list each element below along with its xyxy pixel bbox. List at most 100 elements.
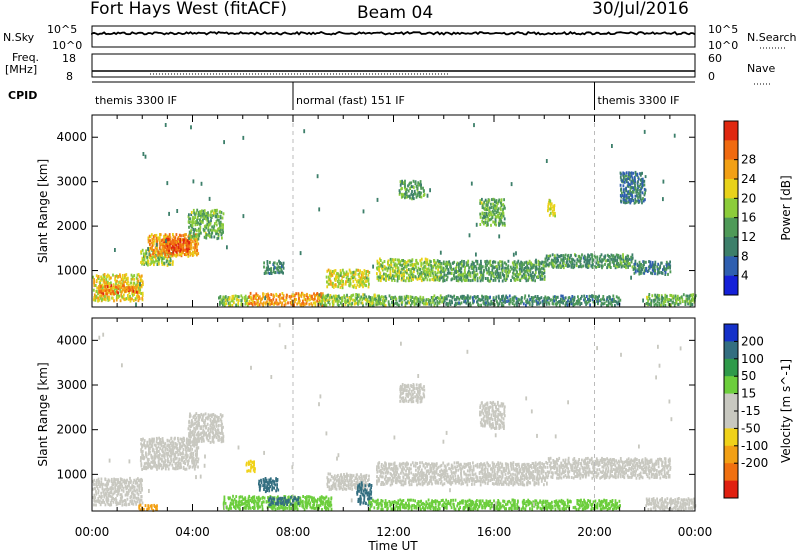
- velocity-cell: [122, 499, 125, 503]
- velocity-cell: [194, 449, 197, 453]
- power-cell: [625, 255, 627, 259]
- power-cell: [526, 298, 529, 302]
- power-cell: [439, 276, 441, 280]
- power-cell: [668, 262, 671, 266]
- velocity-cell: [164, 463, 167, 467]
- power-cell: [651, 263, 653, 267]
- velocity-cell: [187, 447, 190, 450]
- power-cell: [338, 274, 340, 278]
- velocity-cell: [164, 446, 167, 450]
- power-cell: [625, 197, 628, 201]
- power-cell: [318, 299, 321, 303]
- velocity-cell: [323, 506, 326, 510]
- power-cell: [522, 275, 525, 279]
- power-cell: [271, 300, 274, 304]
- power-cell: [169, 236, 172, 240]
- power-cell: [571, 262, 574, 265]
- power-cell: [93, 278, 95, 282]
- power-cell: [601, 297, 604, 301]
- power-cell: [382, 274, 384, 278]
- velocity-cell: [179, 437, 182, 441]
- power-cell: [514, 278, 517, 282]
- power-cell: [404, 184, 406, 188]
- velocity-cell: [268, 505, 271, 509]
- power-cell: [615, 262, 618, 266]
- y-tick-label: 4000: [56, 130, 87, 144]
- power-cell: [368, 271, 371, 274]
- power-cell: [275, 292, 278, 296]
- power-cell: [167, 262, 170, 266]
- velocity-cell: [164, 458, 167, 462]
- velocity-cell: [188, 424, 191, 428]
- velocity-cell: [208, 414, 211, 418]
- power-cell: [523, 268, 525, 272]
- velocity-cell: [124, 498, 127, 502]
- power-cell: [262, 295, 264, 299]
- velocity-cell: [199, 436, 202, 440]
- power-cell: [571, 295, 574, 298]
- power-cell: [501, 295, 503, 299]
- power-cell: [194, 246, 197, 250]
- power-cell: [404, 186, 407, 190]
- power-cell: [280, 303, 283, 307]
- velocity-cell: [220, 419, 223, 423]
- power-cell: [421, 277, 424, 281]
- power-cell: [674, 294, 677, 298]
- power-cell: [489, 206, 491, 210]
- power-cell: [222, 303, 224, 307]
- velocity-cell: [235, 495, 238, 499]
- power-cell: [484, 206, 487, 210]
- power-cell: [411, 301, 413, 305]
- velocity-cell: [142, 437, 144, 441]
- velocity-cell: [258, 499, 261, 503]
- power-cell: [357, 280, 360, 284]
- power-cell: [376, 197, 379, 202]
- velocity-cell: [200, 412, 203, 416]
- power-cell: [260, 297, 263, 301]
- power-cell: [396, 258, 399, 262]
- power-cell: [440, 276, 443, 280]
- velocity-cell: [212, 431, 215, 435]
- power-cell: [431, 269, 434, 273]
- power-cell: [415, 184, 418, 188]
- power-cell: [361, 283, 364, 287]
- power-cell: [407, 189, 410, 193]
- velocity-cell: [279, 501, 282, 505]
- velocity-cell: [143, 439, 146, 443]
- power-cell: [420, 261, 423, 265]
- power-cell: [410, 279, 413, 282]
- power-cell: [383, 265, 386, 269]
- velocity-cell: [133, 488, 136, 492]
- power-cell: [547, 296, 550, 300]
- power-cell: [171, 262, 174, 266]
- power-cell: [347, 280, 349, 283]
- power-cell: [484, 221, 487, 225]
- velocity-cell: [97, 497, 100, 500]
- power-cell: [314, 301, 317, 305]
- power-cell: [176, 209, 179, 213]
- power-cell: [410, 185, 413, 188]
- power-cell: [473, 295, 476, 299]
- velocity-cell: [238, 501, 240, 504]
- velocity-cell: [150, 506, 153, 510]
- power-cell: [625, 178, 628, 181]
- power-cell: [624, 198, 626, 202]
- power-cell: [635, 190, 638, 194]
- power-cell: [627, 259, 629, 263]
- power-cell: [675, 298, 678, 302]
- power-cell: [418, 195, 421, 199]
- power-cell: [576, 258, 579, 262]
- power-cell: [336, 302, 339, 306]
- power-cell: [343, 294, 346, 298]
- power-cell: [155, 259, 157, 263]
- power-cell: [674, 302, 676, 305]
- power-cell: [337, 280, 339, 283]
- power-cell: [529, 267, 532, 271]
- velocity-cell: [124, 485, 127, 488]
- velocity-cell: [252, 506, 254, 509]
- power-cell: [432, 300, 434, 304]
- power-cell: [651, 265, 654, 269]
- velocity-cell: [213, 434, 215, 438]
- power-cell: [641, 191, 644, 195]
- power-cell: [324, 299, 326, 303]
